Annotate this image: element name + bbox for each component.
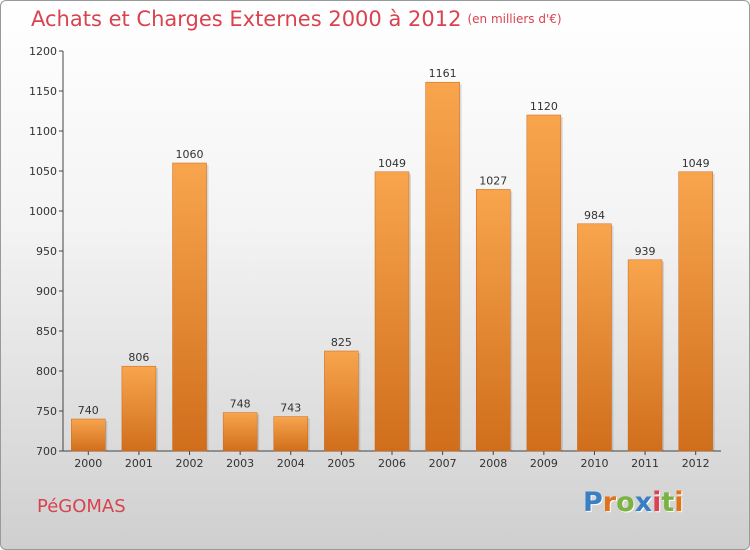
- bar-2001: [122, 366, 156, 451]
- data-label-2001: 806: [128, 351, 149, 364]
- data-label-2012: 1049: [682, 157, 710, 170]
- logo-letter: r: [603, 487, 616, 518]
- y-tick-label: 1150: [29, 85, 57, 98]
- chart-frame: Achats et Charges Externes 2000 à 2012 (e…: [0, 0, 750, 550]
- logo-letter: o: [616, 487, 635, 518]
- data-label-2000: 740: [78, 404, 99, 417]
- bar-2005: [324, 351, 358, 451]
- x-tick-label-2012: 2012: [682, 457, 710, 470]
- logo-letter: P: [583, 487, 603, 518]
- x-tick-label-2010: 2010: [580, 457, 608, 470]
- proxiti-logo: Proxiti: [583, 487, 684, 518]
- data-label-2011: 939: [635, 245, 656, 258]
- data-label-2006: 1049: [378, 157, 406, 170]
- y-tick-label: 1000: [29, 205, 57, 218]
- data-label-2002: 1060: [176, 148, 204, 161]
- data-label-2008: 1027: [479, 174, 507, 187]
- logo-letter: i: [674, 487, 683, 518]
- data-label-2005: 825: [331, 336, 352, 349]
- bar-2004: [274, 417, 308, 451]
- data-label-2007: 1161: [429, 67, 457, 80]
- x-tick-label-2011: 2011: [631, 457, 659, 470]
- bar-2000: [71, 419, 105, 451]
- data-label-2009: 1120: [530, 100, 558, 113]
- logo-letter: t: [661, 487, 674, 518]
- y-tick-label: 900: [36, 285, 57, 298]
- bar-2009: [527, 115, 561, 451]
- data-label-2010: 984: [584, 209, 605, 222]
- bar-2010: [577, 224, 611, 451]
- x-tick-label-2004: 2004: [277, 457, 305, 470]
- bar-2002: [173, 163, 207, 451]
- x-tick-label-2007: 2007: [429, 457, 457, 470]
- y-tick-label: 750: [36, 405, 57, 418]
- y-tick-label: 1050: [29, 165, 57, 178]
- bar-2012: [679, 172, 713, 451]
- bar-2007: [426, 82, 460, 451]
- data-label-2003: 748: [230, 398, 251, 411]
- x-tick-label-2000: 2000: [74, 457, 102, 470]
- y-tick-label: 850: [36, 325, 57, 338]
- y-tick-label: 1200: [29, 45, 57, 58]
- x-tick-label-2001: 2001: [125, 457, 153, 470]
- x-tick-label-2005: 2005: [327, 457, 355, 470]
- bar-chart: 700 750 800 850 900 950 1000 1050 1100 1150 1200 20…: [1, 1, 750, 550]
- x-tick-label-2002: 2002: [176, 457, 204, 470]
- y-tick-label: 950: [36, 245, 57, 258]
- x-tick-label-2009: 2009: [530, 457, 558, 470]
- bar-2008: [476, 189, 510, 451]
- bar-2003: [223, 413, 257, 451]
- x-tick-label-2003: 2003: [226, 457, 254, 470]
- bar-2011: [628, 260, 662, 451]
- logo-letter: i: [652, 487, 661, 518]
- logo-letter: x: [635, 487, 652, 518]
- data-label-2004: 743: [280, 402, 301, 415]
- x-tick-label-2006: 2006: [378, 457, 406, 470]
- y-tick-label: 700: [36, 445, 57, 458]
- y-tick-label: 800: [36, 365, 57, 378]
- x-tick-label-2008: 2008: [479, 457, 507, 470]
- y-tick-label: 1100: [29, 125, 57, 138]
- commune-name: PéGOMAS: [37, 496, 126, 517]
- bar-2006: [375, 172, 409, 451]
